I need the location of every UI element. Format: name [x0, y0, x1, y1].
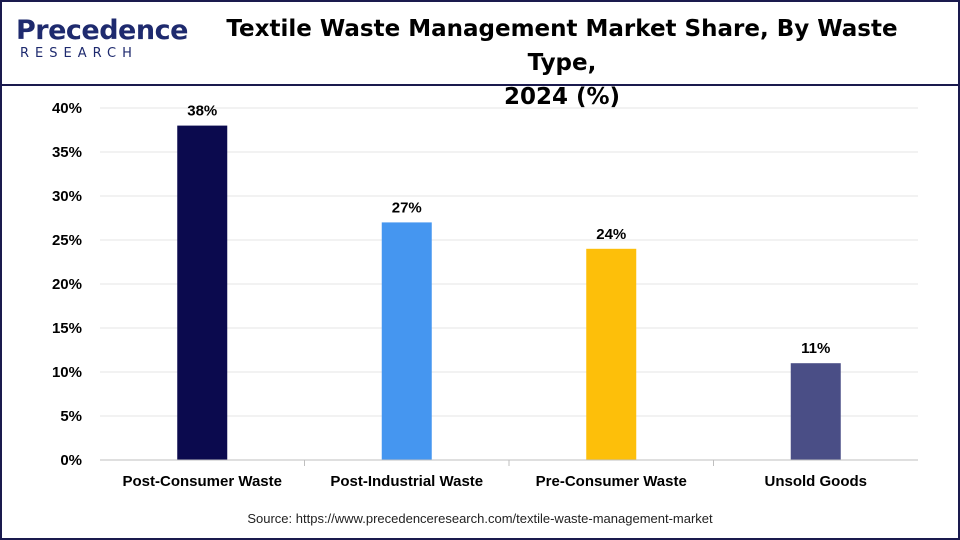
y-tick-label: 20%	[52, 276, 82, 293]
bar-data-label: 24%	[596, 226, 626, 243]
bar-chart: 0% 5% 10% 15% 20% 25% 30% 35% 40% 38% 27% 24% 11% P…	[52, 100, 918, 490]
chart-title-line-2: 2024 (%)	[503, 84, 621, 110]
bars	[177, 125, 841, 460]
bar-data-label: 11%	[801, 340, 830, 357]
bar-data-labels: 38% 27% 24% 11%	[187, 103, 830, 358]
bar	[586, 248, 637, 460]
y-tick-label: 10%	[52, 364, 82, 381]
bar	[381, 222, 432, 460]
x-tick-label: Post-Industrial Waste	[330, 473, 483, 490]
precedence-research-logo: Precedence RESEARCH	[16, 15, 188, 68]
x-tick-label: Post-Consumer Waste	[123, 473, 282, 490]
y-axis-tick-labels: 0% 5% 10% 15% 20% 25% 30% 35% 40%	[52, 100, 82, 469]
y-tick-label: 40%	[52, 100, 82, 117]
y-tick-label: 5%	[60, 408, 82, 425]
chart-title-line-1: Textile Waste Management Market Share, B…	[226, 16, 898, 76]
y-tick-label: 35%	[52, 144, 82, 161]
gridlines	[100, 107, 918, 417]
x-tick-label: Unsold Goods	[765, 473, 868, 490]
source-note: Source: https://www.precedenceresearch.c…	[247, 511, 713, 526]
logo-subtitle: RESEARCH	[20, 46, 138, 61]
header: Precedence RESEARCH Textile Waste Manage…	[2, 2, 958, 111]
bar	[177, 125, 228, 460]
header-divider	[2, 84, 958, 86]
bar-data-label: 38%	[187, 103, 217, 120]
x-tick-label: Pre-Consumer Waste	[536, 473, 687, 490]
logo-wordmark: Precedence	[16, 15, 188, 46]
y-tick-label: 0%	[60, 452, 82, 469]
y-tick-label: 15%	[52, 320, 82, 337]
bar-data-label: 27%	[392, 199, 422, 216]
bar	[790, 363, 841, 460]
chart-title: Textile Waste Management Market Share, B…	[192, 12, 932, 114]
y-tick-label: 30%	[52, 188, 82, 205]
y-tick-label: 25%	[52, 232, 82, 249]
x-axis-tick-labels: Post-Consumer Waste Post-Industrial Waste…	[123, 460, 867, 490]
